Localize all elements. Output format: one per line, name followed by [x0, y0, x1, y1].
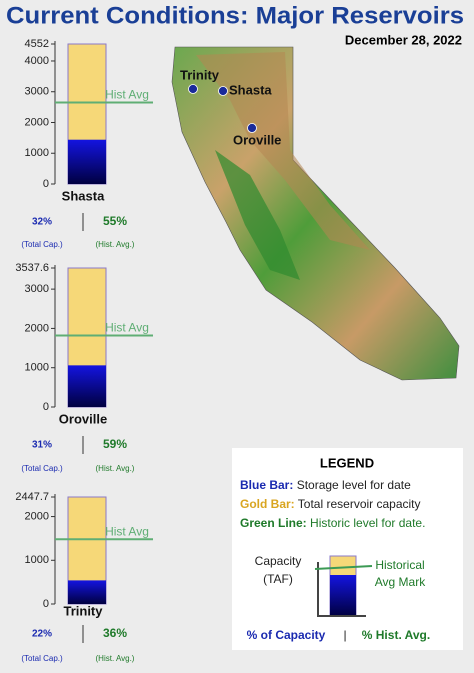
- map-dot: [218, 86, 228, 96]
- legend-axis: [317, 562, 366, 617]
- y-tick-label: 3000: [25, 283, 49, 295]
- legend-hist: Avg Mark: [375, 575, 426, 589]
- y-tick-label: 2000: [25, 510, 49, 522]
- caption: (Total Cap.): [21, 654, 63, 663]
- map: Trinity Shasta Oroville: [171, 46, 460, 381]
- pct-hist: 36%: [103, 626, 127, 640]
- storage-bar: [68, 580, 106, 604]
- y-tick-label: 0: [43, 178, 49, 190]
- caption: (Hist. Avg.): [96, 240, 135, 249]
- pct-capacity: 22%: [32, 629, 52, 640]
- reservoir-name: Oroville: [59, 411, 107, 426]
- hist-avg-label: Hist Avg: [105, 321, 149, 335]
- hist-avg-label: Hist Avg: [105, 524, 149, 538]
- map-dot: [247, 123, 257, 133]
- caption: (Total Cap.): [21, 240, 63, 249]
- y-tick-label: 0: [43, 598, 49, 610]
- y-tick-label: 1000: [25, 362, 49, 374]
- legend-item: Blue Bar: Storage level for date: [240, 478, 411, 492]
- caption: (Hist. Avg.): [96, 654, 135, 663]
- y-tick-label: 1000: [25, 147, 49, 159]
- legend-item: Gold Bar: Total reservoir capacity: [240, 497, 421, 511]
- legend-item: Green Line: Historic level for date.: [240, 516, 425, 530]
- pct-hist: 59%: [103, 437, 127, 451]
- y-tick-label: 2447.7: [15, 491, 49, 503]
- reservoir-name: Trinity: [63, 603, 103, 618]
- y-tick-label: 1000: [25, 554, 49, 566]
- legend-text: Storage level for date: [297, 478, 411, 492]
- y-tick-label: 4000: [25, 55, 49, 67]
- caption: (Hist. Avg.): [96, 464, 135, 473]
- storage-bar: [68, 365, 106, 407]
- map-dot: [188, 84, 198, 94]
- valley: [215, 150, 300, 280]
- y-tick-label: 0: [43, 401, 49, 413]
- legend-footer: % of Capacity: [247, 628, 326, 642]
- y-tick-label: 3537.6: [15, 262, 49, 274]
- date: December 28, 2022: [345, 32, 462, 47]
- map-label: Shasta: [229, 82, 272, 97]
- reservoir-name: Shasta: [62, 188, 105, 203]
- mountains: [196, 52, 370, 250]
- pct-hist: 55%: [103, 214, 127, 228]
- legend-footer: |: [343, 628, 346, 642]
- legend: LEGEND Blue Bar: Storage level for date …: [232, 448, 463, 650]
- y-tick-label: 3000: [25, 86, 49, 98]
- legend-key: Green Line:: [240, 516, 307, 530]
- pct-capacity: 31%: [32, 440, 52, 451]
- y-tick-label: 2000: [25, 116, 49, 128]
- caption: (Total Cap.): [21, 464, 63, 473]
- y-tick-label: 4552: [25, 38, 49, 50]
- map-label: Trinity: [180, 67, 220, 82]
- legend-text: Historic level for date.: [310, 516, 425, 530]
- legend-text: Total reservoir capacity: [298, 497, 421, 511]
- legend-blue-bar: [330, 575, 356, 616]
- legend-hist: Historical: [375, 558, 424, 572]
- legend-capacity: (TAF): [263, 572, 293, 586]
- legend-capacity: Capacity: [255, 554, 302, 568]
- pct-capacity: 32%: [32, 217, 52, 228]
- legend-footer: % Hist. Avg.: [362, 628, 430, 642]
- legend-key: Gold Bar:: [240, 497, 295, 511]
- legend-green-line: [314, 565, 373, 570]
- map-label: Oroville: [233, 132, 281, 147]
- storage-bar: [68, 139, 106, 184]
- page-title: Current Conditions: Major Reservoirs: [6, 2, 464, 29]
- legend-key: Blue Bar:: [240, 478, 293, 492]
- legend-title: LEGEND: [320, 455, 374, 470]
- hist-avg-label: Hist Avg: [105, 88, 149, 102]
- y-tick-label: 2000: [25, 322, 49, 334]
